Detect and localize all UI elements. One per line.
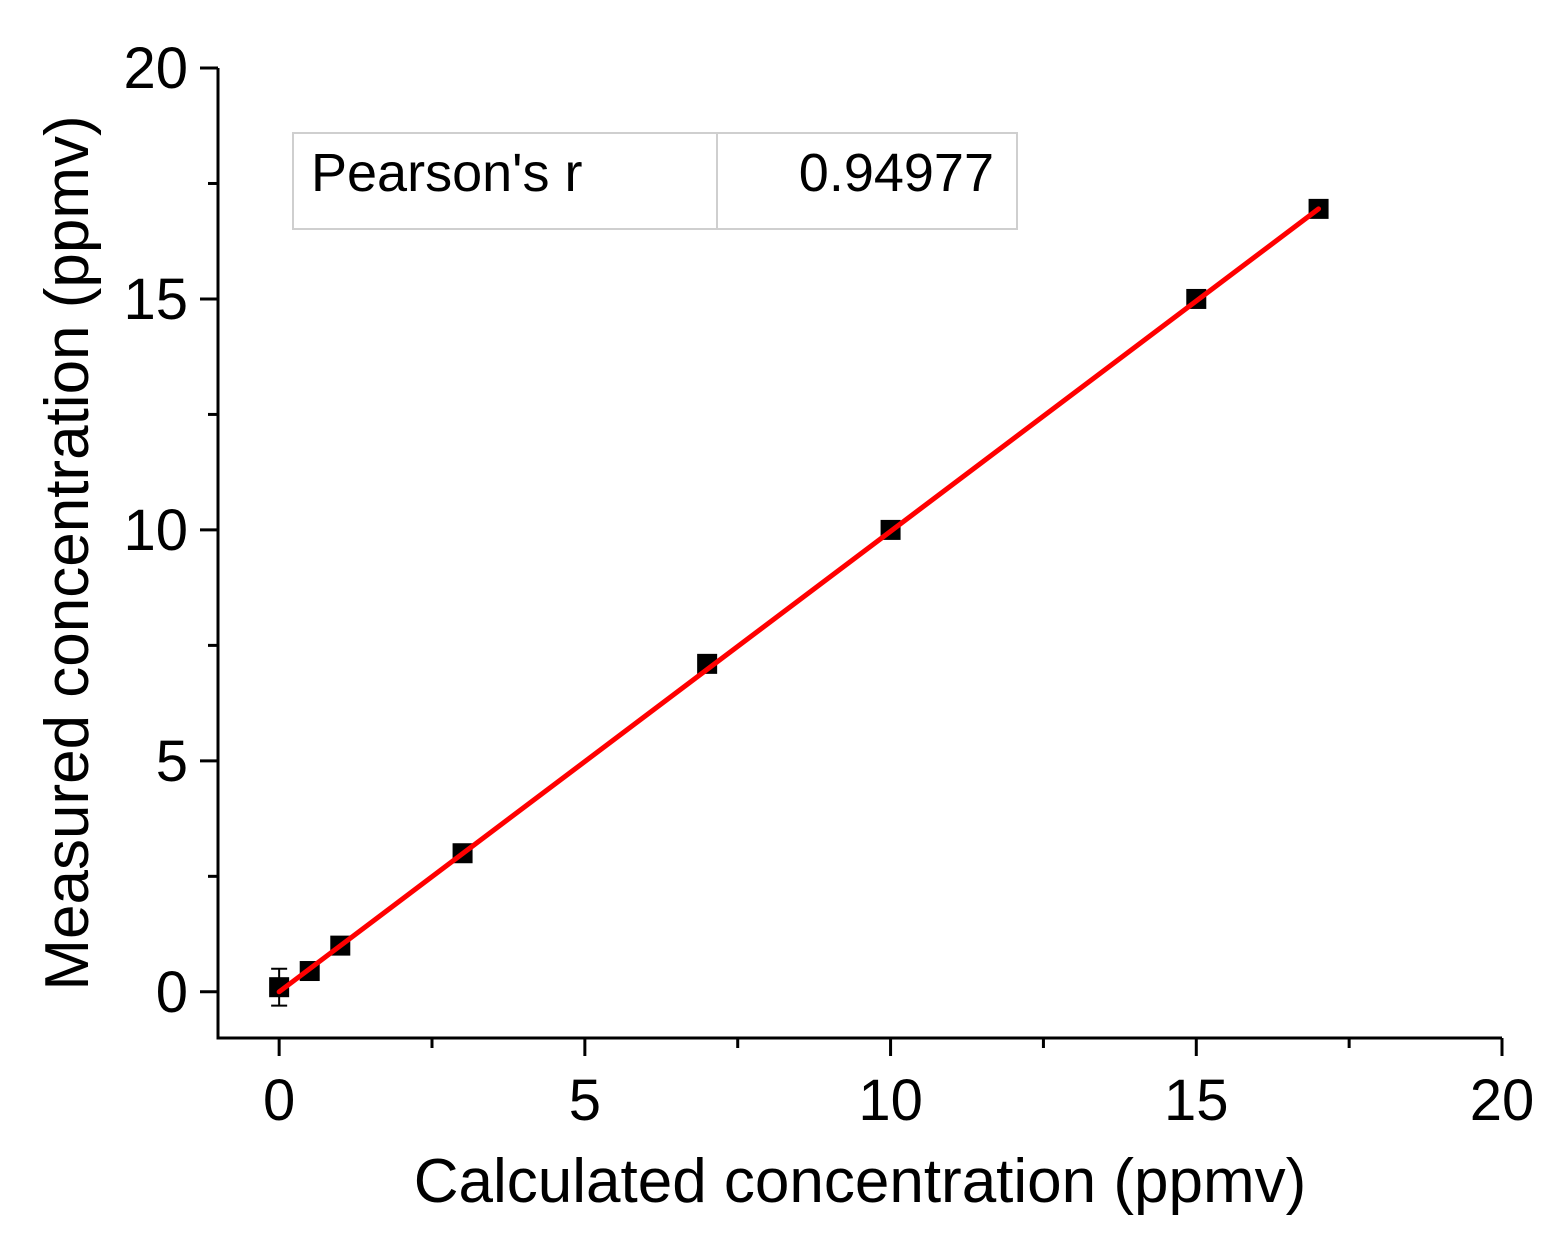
pearson-label: Pearson's r: [311, 143, 582, 203]
y-tick-label: 0: [156, 960, 188, 1025]
y-tick-label: 10: [123, 498, 188, 563]
pearson-value: 0.94977: [799, 143, 994, 203]
y-axis-title: Measured concentration (ppmv): [33, 115, 102, 990]
pearson-table-border: [292, 132, 1018, 230]
data-point: [697, 653, 718, 674]
fit-line: [276, 206, 1322, 995]
pearson-table: Pearson's r 0.94977: [292, 132, 1018, 230]
ticks: 0 5 10 15 20 0 5 10 15 20: [123, 36, 1534, 1133]
x-tick-label: 0: [263, 1068, 295, 1133]
x-axis-title: Calculated concentration (ppmv): [414, 1147, 1307, 1216]
y-tick-label: 5: [156, 729, 188, 794]
data-point: [269, 977, 290, 998]
y-tick-label: 20: [123, 36, 188, 101]
x-tick-label: 5: [569, 1068, 601, 1133]
fit-layer: [276, 206, 1322, 995]
x-tick-label: 15: [1164, 1068, 1229, 1133]
y-tick-label: 15: [123, 267, 188, 332]
x-tick-label: 10: [858, 1068, 923, 1133]
x-tick-label: 20: [1470, 1068, 1535, 1133]
